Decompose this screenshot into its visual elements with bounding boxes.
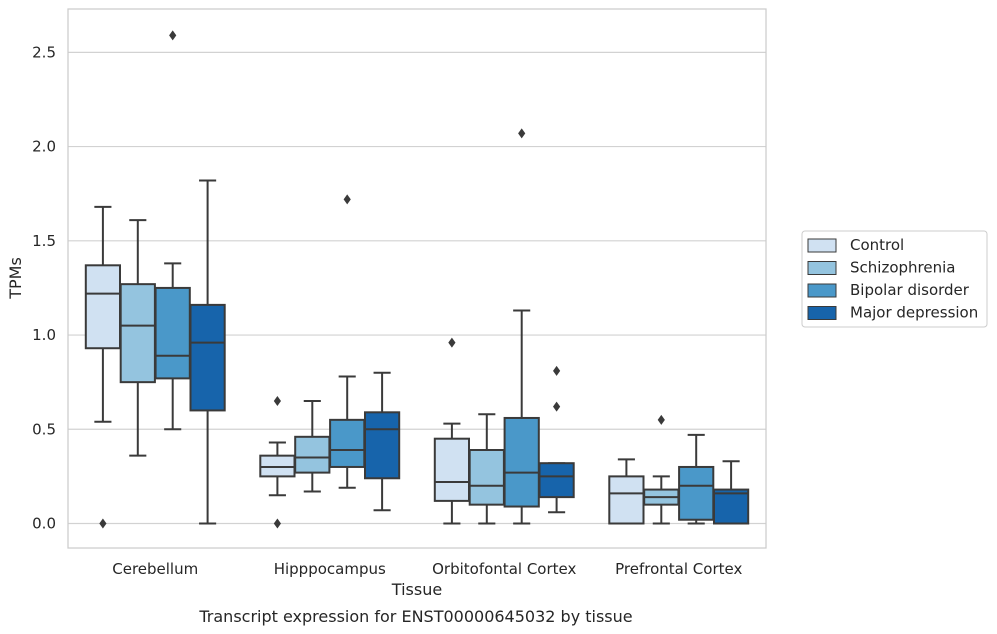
box (84, 205, 122, 529)
outlier-point (553, 365, 561, 376)
plot-frame (67, 8, 767, 549)
box-body (189, 303, 226, 412)
box (329, 194, 366, 489)
legend: Control Schizophrenia Bipolar disorder Majo… (801, 230, 988, 328)
box-body (538, 462, 575, 499)
box (643, 414, 680, 525)
box (294, 400, 331, 493)
box (538, 365, 575, 514)
box-series (84, 30, 750, 529)
box (468, 413, 505, 525)
box-body (712, 488, 750, 525)
y-axis-label: TPMs (6, 257, 25, 300)
y-tick-label: 1.0 (32, 326, 56, 344)
legend-frame (801, 230, 988, 328)
box-body (608, 475, 645, 525)
series-schizophrenia (119, 219, 680, 525)
legend-swatch (807, 306, 837, 320)
x-axis-label: Tissue (391, 580, 442, 599)
series-major-depression (189, 179, 750, 525)
legend-label: Major depression (850, 304, 978, 322)
legend-label: Bipolar disorder (850, 281, 970, 299)
outlier-point (518, 128, 526, 139)
box (433, 337, 471, 525)
box-body (363, 411, 401, 480)
box-body (84, 264, 122, 350)
outlier-point (553, 401, 561, 412)
legend-swatch (807, 283, 837, 298)
outlier-point (448, 337, 456, 348)
x-tick-label: Cerebellum (112, 560, 198, 578)
legend-swatch (807, 261, 837, 275)
box (678, 433, 715, 525)
box-body (329, 418, 366, 468)
y-tick-label: 2.5 (32, 43, 56, 61)
chart-caption: Transcript expression for ENST0000064503… (198, 607, 632, 626)
series-bipolar-disorder (154, 30, 715, 525)
box (608, 458, 645, 525)
x-tick-labels: Cerebellum Hipppocampus Orbitofontal Corte… (112, 560, 742, 578)
x-tick-label: Orbitofontal Cortex (432, 560, 576, 578)
y-tick-labels: 0.0 0.5 1.0 1.5 2.0 2.5 (32, 43, 56, 532)
legend-swatch (807, 238, 837, 253)
x-tick-label: Prefrontal Cortex (615, 560, 742, 578)
box (712, 460, 750, 525)
box-body (433, 437, 471, 502)
outlier-point (169, 30, 177, 41)
legend-label: Schizophrenia (850, 259, 955, 277)
legend-label: Control (850, 236, 904, 254)
outlier-point (343, 194, 351, 205)
box (119, 219, 156, 457)
series-control (84, 205, 645, 529)
y-tick-label: 1.5 (32, 232, 56, 250)
outlier-point (99, 518, 107, 529)
box-body (154, 286, 191, 380)
box (363, 371, 401, 512)
box-body (503, 416, 540, 508)
box-body (294, 435, 331, 474)
y-tick-label: 0.0 (32, 515, 56, 533)
box (154, 30, 191, 431)
y-tick-label: 2.0 (32, 138, 56, 156)
box (503, 128, 540, 525)
box (259, 396, 296, 529)
outlier-point (657, 414, 665, 425)
x-tick-label: Hipppocampus (274, 560, 386, 578)
outlier-point (273, 518, 281, 529)
outlier-point (273, 396, 281, 406)
box-body (468, 449, 505, 506)
y-tick-label: 0.5 (32, 420, 56, 438)
box-body (678, 465, 715, 521)
box (189, 179, 226, 525)
box-body (119, 283, 156, 384)
